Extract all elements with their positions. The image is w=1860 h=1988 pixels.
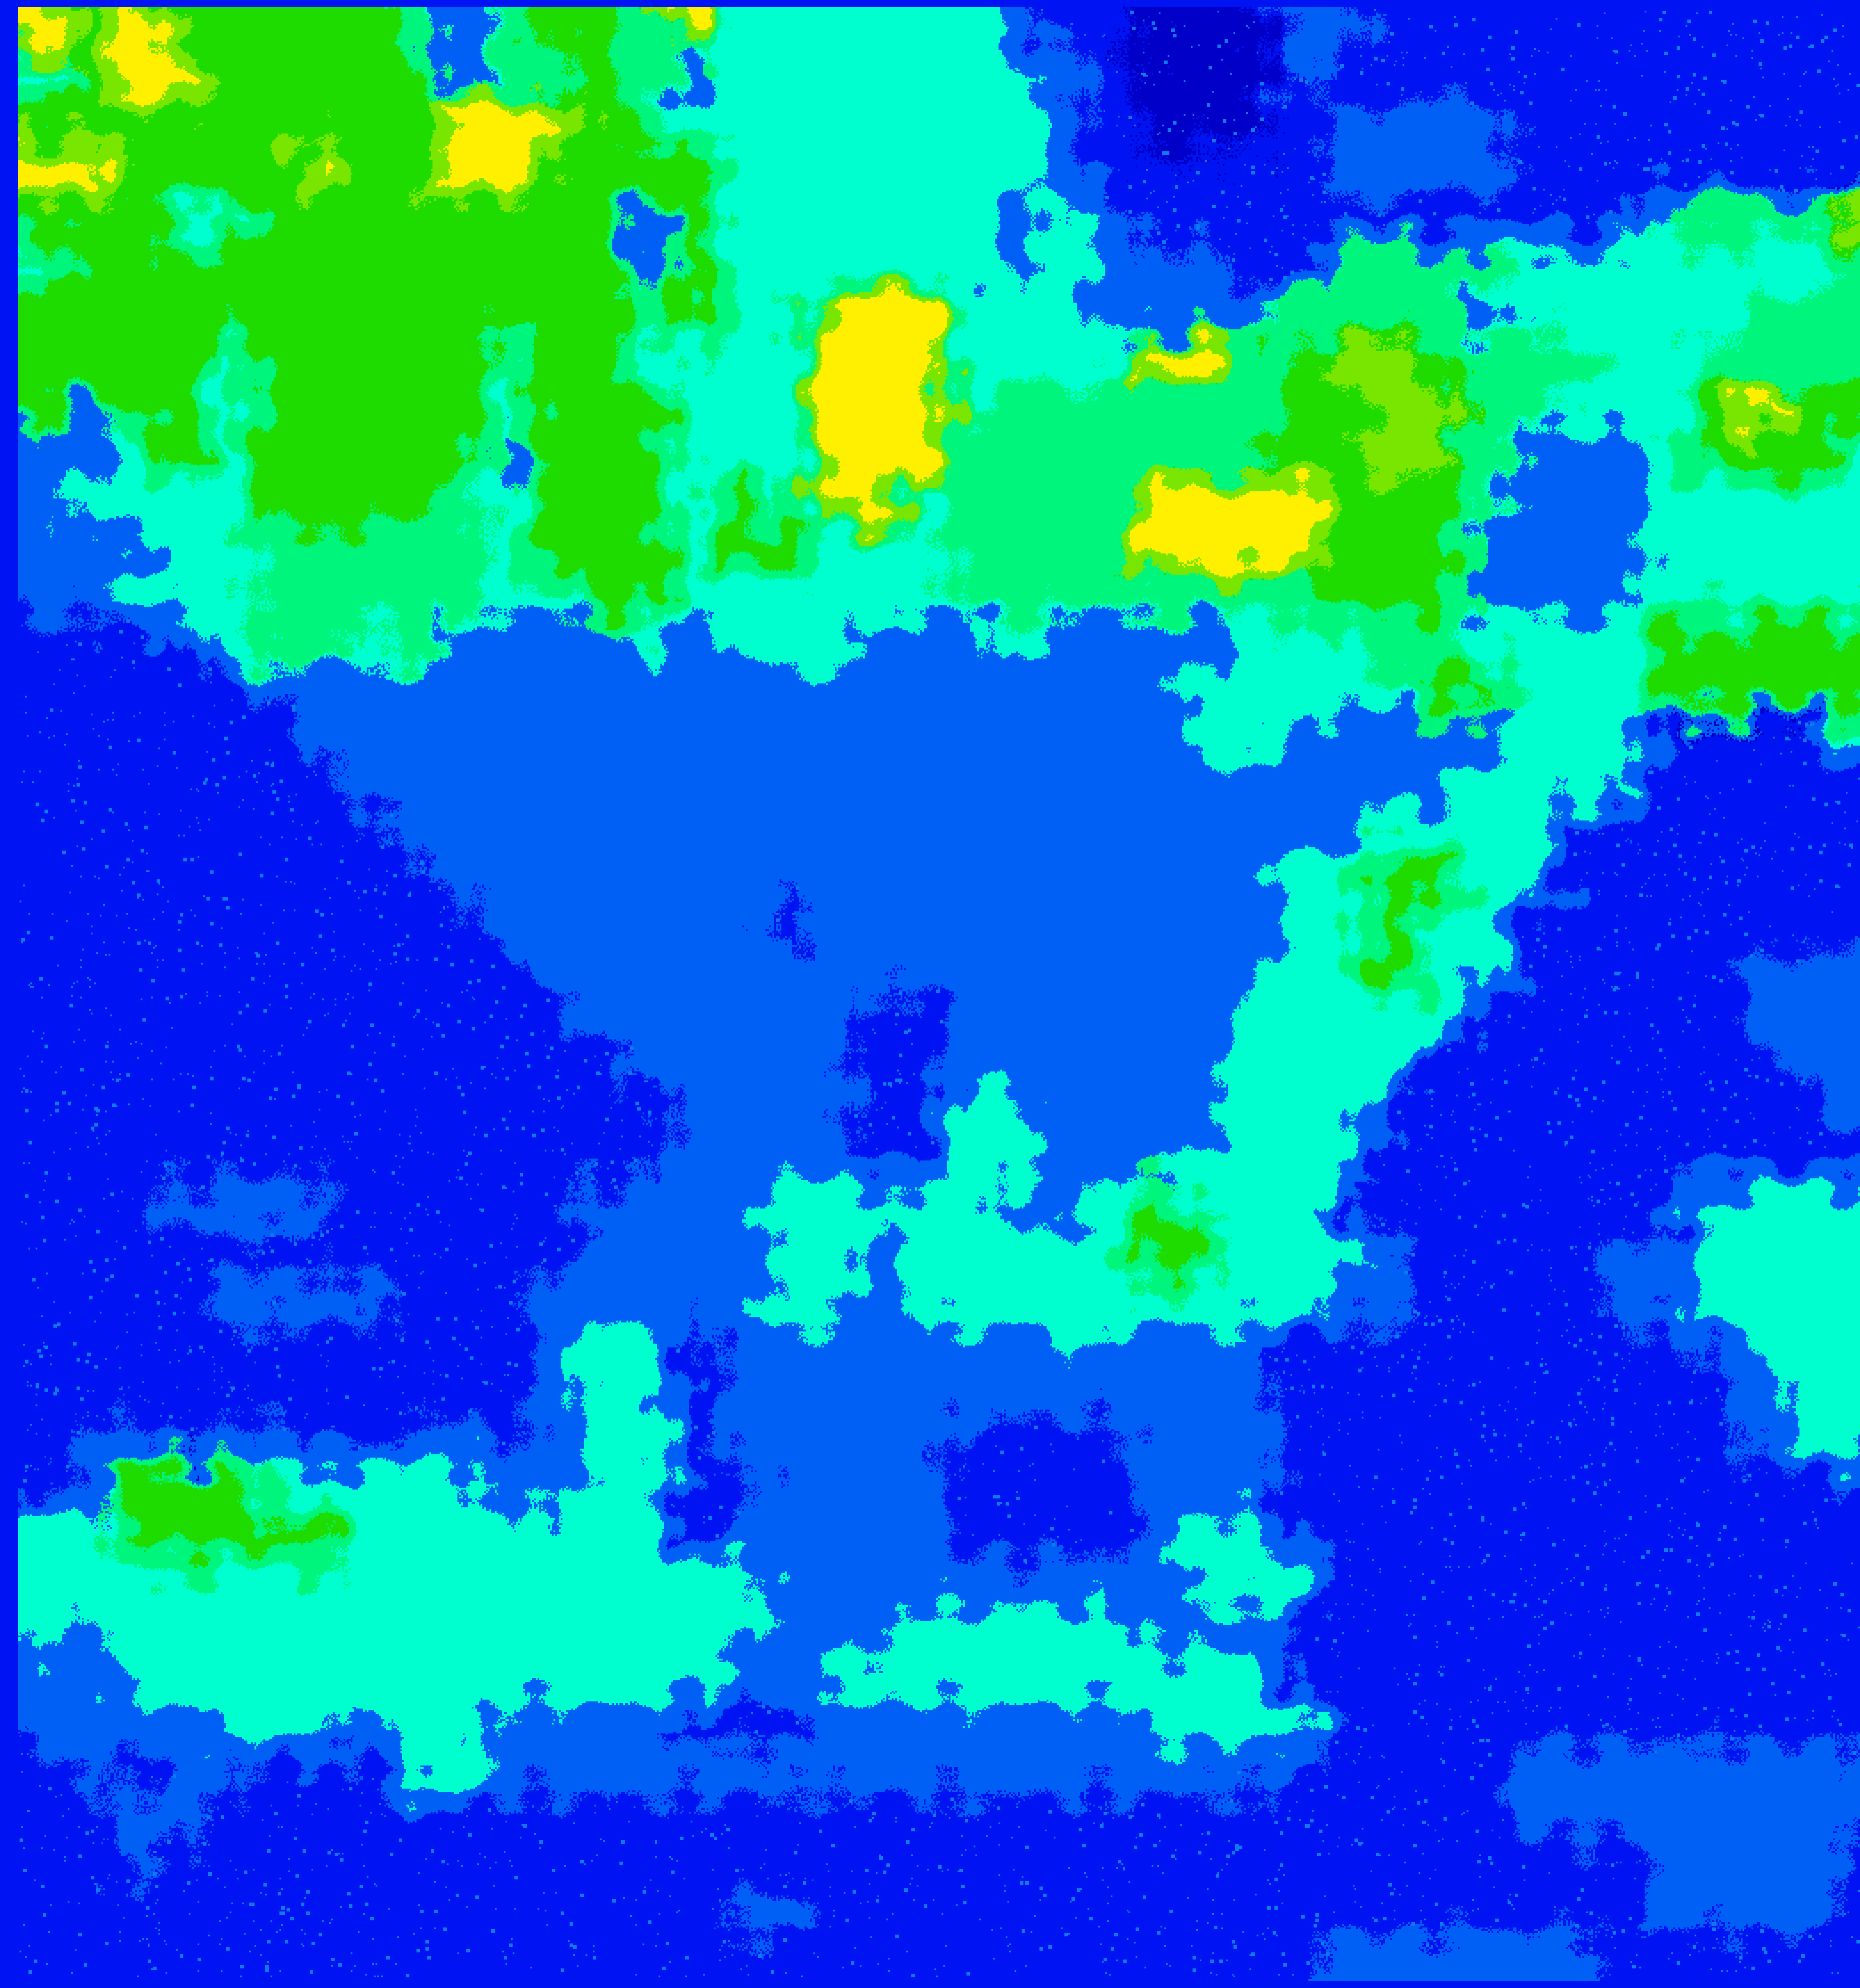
false-color-satellite-map <box>18 7 1860 1981</box>
heatmap-raster <box>18 7 1860 1981</box>
